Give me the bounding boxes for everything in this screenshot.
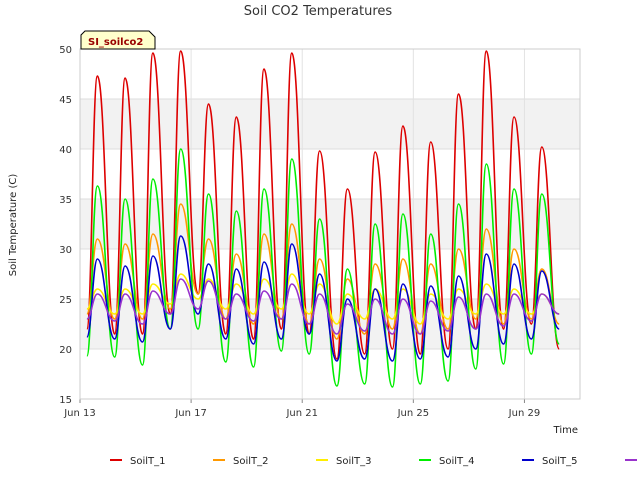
plot-frame [79,48,581,400]
y-tick-label: 50 [59,45,72,56]
series-line-soilt-4 [86,148,560,388]
legend-label: SoilT_5 [542,456,578,467]
legend-item: SoilT_1 [110,456,166,467]
plot-area: 15 20 25 30 35 40 45 50 Jun 13 Jun 17 Jun 21 Jun 25… [59,45,581,419]
legend-item: SoilT_4 [419,456,475,467]
legend-label: SoilT_3 [336,456,372,467]
y-axis-label: Soil Temperature (C) [8,174,19,277]
legend-item: SoilT_5 [522,456,578,467]
y-tick-label: 20 [59,345,72,356]
x-axis-label: Time [553,425,578,436]
grid-band [80,99,580,149]
legend-item: SoilT_3 [316,456,372,467]
x-tick-label: Jun 29 [508,408,541,419]
grid-band [80,199,580,249]
y-tick-label: 35 [59,195,72,206]
y-tick-label: 15 [59,395,72,406]
y-tick-label: 40 [59,145,72,156]
legend-item: SoilT_6 [625,459,637,461]
site-label-badge: SI_soilco2 [80,30,156,50]
legend: SoilT_1 SoilT_2 SoilT_3 SoilT_4 SoilT_5 SoilT… [110,456,637,467]
x-tick-label: Jun 13 [63,408,96,419]
x-tick-label: Jun 25 [397,408,430,419]
legend-label: SoilT_1 [130,456,166,467]
legend-item: SoilT_2 [213,456,269,467]
x-tick-label: Jun 21 [285,408,318,419]
legend-label: SoilT_2 [233,456,269,467]
y-tick-label: 45 [59,95,72,106]
legend-label: SoilT_4 [439,456,475,467]
y-tick-label: 30 [59,245,72,256]
chart-title: Soil CO2 Temperatures [244,4,393,19]
site-label-text: SI_soilco2 [88,37,143,48]
x-tick-label: Jun 17 [174,408,207,419]
y-tick-label: 25 [59,295,72,306]
series-line-soilt-6 [86,278,560,335]
